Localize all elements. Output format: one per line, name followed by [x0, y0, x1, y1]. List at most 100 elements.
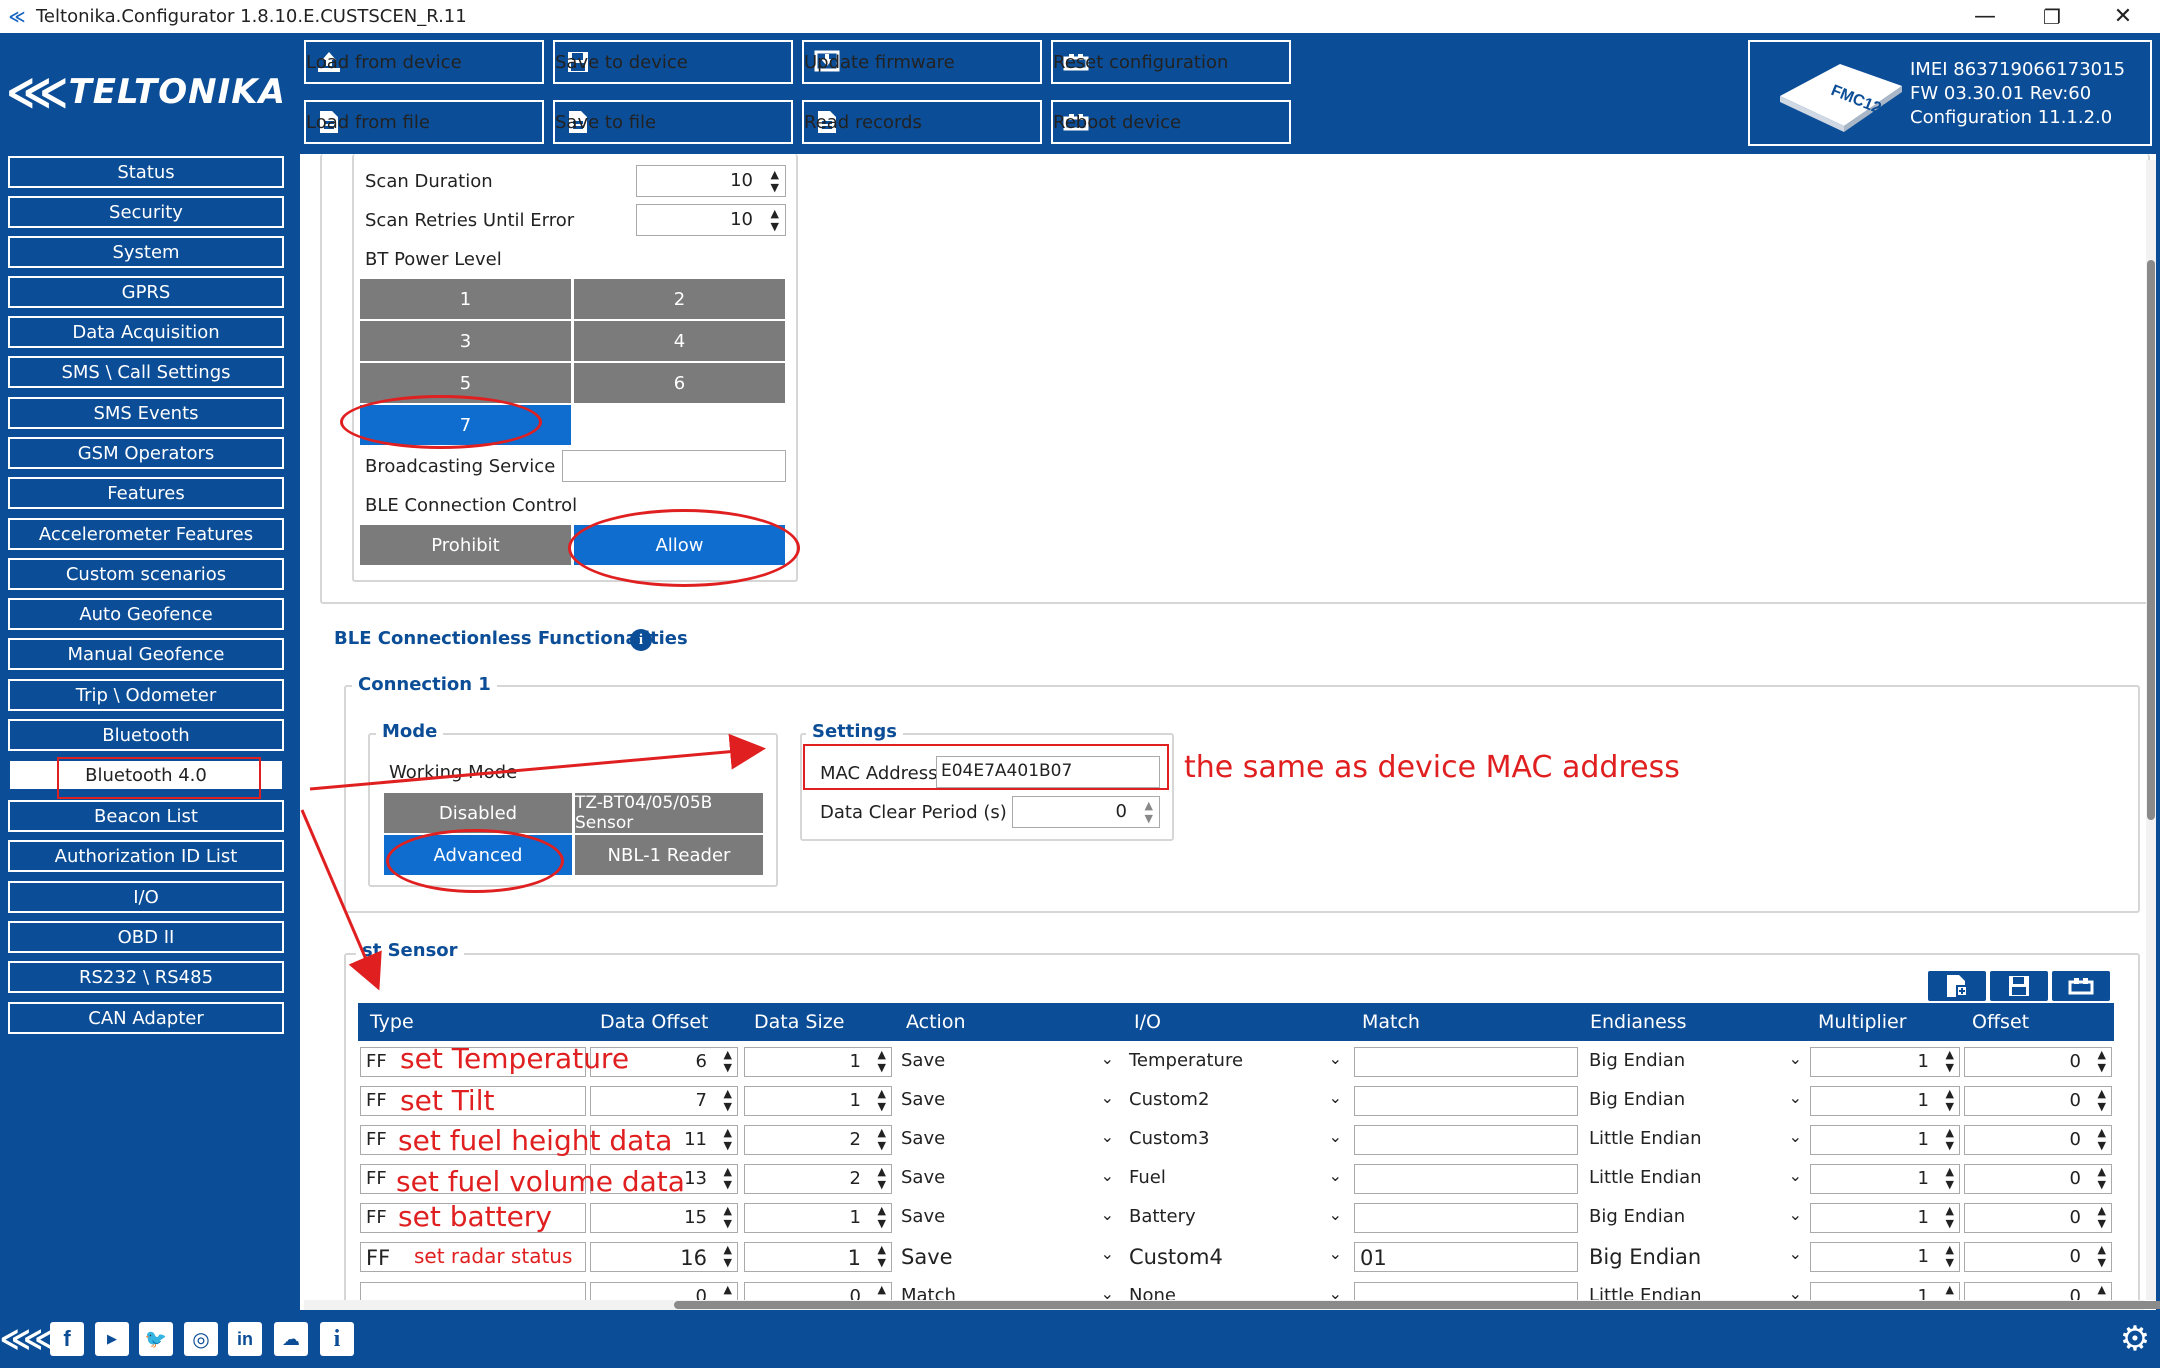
save-to-device-button[interactable]: Save to device	[553, 40, 793, 84]
sidebar-item-io[interactable]: I/O	[8, 881, 284, 913]
spinner-arrows-icon[interactable]: ▲ ▼	[723, 1087, 732, 1113]
sidebar-item-security[interactable]: Security	[8, 196, 284, 228]
spinner-arrows-icon[interactable]: ▲ ▼	[877, 1048, 886, 1074]
cell-data-size[interactable]: 0 ▲	[744, 1282, 892, 1302]
power-level-4[interactable]: 4	[574, 321, 785, 361]
cell-match[interactable]	[1354, 1164, 1578, 1194]
power-level-6[interactable]: 6	[574, 363, 785, 403]
close-button[interactable]: ✕	[2113, 4, 2133, 29]
sidebar-item-features[interactable]: Features	[8, 477, 284, 509]
sidebar-item-gprs[interactable]: GPRS	[8, 276, 284, 308]
sidebar-item-can-adapter[interactable]: CAN Adapter	[8, 1002, 284, 1034]
cell-multiplier[interactable]: 1 ▲	[1810, 1282, 1960, 1302]
sidebar-item-authorization-id-list[interactable]: Authorization ID List	[8, 840, 284, 872]
cell-offset[interactable]: 0 ▲	[1964, 1282, 2112, 1302]
cell-io-select[interactable]: Custom4 ⌄	[1124, 1242, 1348, 1272]
cell-action-select[interactable]: Match ⌄	[896, 1282, 1120, 1302]
cell-endian-select[interactable]: Big Endian ⌄	[1584, 1047, 1808, 1077]
cell-io-select[interactable]: Battery ⌄	[1124, 1203, 1348, 1233]
update-firmware-button[interactable]: Update firmware	[802, 40, 1042, 84]
spinner-arrows-icon[interactable]: ▲ ▼	[1945, 1126, 1954, 1152]
broadcasting-service-id-input[interactable]	[562, 450, 786, 482]
cell-data-offset[interactable]: 15 ▲ ▼	[590, 1203, 738, 1233]
cell-endian-select[interactable]: Little Endian ⌄	[1584, 1282, 1808, 1302]
cell-endian-select[interactable]: Little Endian ⌄	[1584, 1164, 1808, 1194]
spinner-arrows-icon[interactable]: ▲ ▼	[723, 1126, 732, 1152]
prohibit-button[interactable]: Prohibit	[360, 525, 571, 565]
cell-multiplier[interactable]: 1 ▲ ▼	[1810, 1242, 1960, 1272]
spinner-arrows-icon[interactable]: ▲ ▼	[2097, 1087, 2106, 1113]
spinner-arrows-icon[interactable]: ▲ ▼	[723, 1204, 732, 1230]
cell-match[interactable]	[1354, 1125, 1578, 1155]
cell-offset[interactable]: 0 ▲ ▼	[1964, 1203, 2112, 1233]
spinner-arrows-icon[interactable]: ▲ ▼	[723, 1048, 732, 1074]
spinner-arrows-icon[interactable]: ▲ ▼	[1945, 1204, 1954, 1230]
scan-retries-input[interactable]: 10 ▲ ▼	[636, 204, 786, 236]
reboot-device-button[interactable]: Reboot device	[1051, 100, 1291, 144]
spinner-arrows-icon[interactable]: ▲ ▼	[877, 1087, 886, 1113]
add-row-button[interactable]	[1928, 971, 1986, 1001]
cell-type[interactable]: FF	[360, 1086, 586, 1116]
cell-offset[interactable]: 0 ▲ ▼	[1964, 1086, 2112, 1116]
cell-type[interactable]: FF	[360, 1164, 586, 1194]
cell-endian-select[interactable]: Big Endian ⌄	[1584, 1086, 1808, 1116]
cell-match[interactable]	[1354, 1203, 1578, 1233]
spinner-arrows-icon[interactable]: ▲ ▼	[1144, 799, 1153, 825]
spinner-arrows-icon[interactable]: ▲ ▼	[2097, 1126, 2106, 1152]
cell-endian-select[interactable]: Big Endian ⌄	[1584, 1203, 1808, 1233]
cell-match[interactable]	[1354, 1282, 1578, 1302]
cell-io-select[interactable]: Temperature ⌄	[1124, 1047, 1348, 1077]
linkedin-icon[interactable]: in	[228, 1322, 262, 1356]
spinner-arrows-icon[interactable]: ▲ ▼	[2097, 1243, 2106, 1269]
facebook-icon[interactable]: f	[50, 1322, 84, 1356]
cell-offset[interactable]: 0 ▲ ▼	[1964, 1242, 2112, 1272]
sidebar-item-obd-ii[interactable]: OBD II	[8, 921, 284, 953]
cell-type[interactable]: FF	[360, 1125, 586, 1155]
cell-offset[interactable]: 0 ▲ ▼	[1964, 1125, 2112, 1155]
load-from-device-button[interactable]: Load from device	[304, 40, 544, 84]
sidebar-item-auto-geofence[interactable]: Auto Geofence	[8, 598, 284, 630]
cell-action-select[interactable]: Save ⌄	[896, 1203, 1120, 1233]
sidebar-item-beacon-list[interactable]: Beacon List	[8, 800, 284, 832]
sidebar-item-rs232-rs485[interactable]: RS232 \ RS485	[8, 961, 284, 993]
cell-data-size[interactable]: 1 ▲ ▼	[744, 1047, 892, 1077]
cell-multiplier[interactable]: 1 ▲ ▼	[1810, 1164, 1960, 1194]
spinner-arrows-icon[interactable]: ▲ ▼	[1945, 1243, 1954, 1269]
cell-io-select[interactable]: None ⌄	[1124, 1282, 1348, 1302]
read-records-button[interactable]: Read records	[802, 100, 1042, 144]
spinner-arrows-icon[interactable]: ▲ ▼	[877, 1165, 886, 1191]
cell-multiplier[interactable]: 1 ▲ ▼	[1810, 1086, 1960, 1116]
youtube-icon[interactable]: ▶	[95, 1322, 129, 1356]
spinner-arrows-icon[interactable]: ▲ ▼	[1945, 1165, 1954, 1191]
horizontal-scrollbar[interactable]	[304, 1300, 2160, 1310]
sidebar-item-bluetooth-4-0[interactable]: Bluetooth 4.0	[8, 759, 284, 791]
spinner-arrows-icon[interactable]: ▲	[723, 1283, 732, 1296]
data-clear-period-input[interactable]: 0 ▲ ▼	[1012, 796, 1160, 828]
cell-match[interactable]	[1354, 1086, 1578, 1116]
spinner-arrows-icon[interactable]: ▲	[877, 1283, 886, 1296]
cell-data-offset[interactable]: 6 ▲ ▼	[590, 1047, 738, 1077]
power-level-3[interactable]: 3	[360, 321, 571, 361]
spinner-arrows-icon[interactable]: ▲	[2097, 1283, 2106, 1296]
mode-disabled[interactable]: Disabled	[384, 793, 572, 833]
cell-type[interactable]: FF	[360, 1242, 586, 1272]
sidebar-item-manual-geofence[interactable]: Manual Geofence	[8, 638, 284, 670]
sidebar-item-data-acquisition[interactable]: Data Acquisition	[8, 316, 284, 348]
minimize-button[interactable]: —	[1974, 4, 1996, 29]
info-icon[interactable]: i	[320, 1322, 354, 1356]
horizontal-scrollbar-thumb[interactable]	[674, 1301, 2160, 1309]
cell-data-offset[interactable]: 13 ▲ ▼	[590, 1164, 738, 1194]
cell-data-size[interactable]: 2 ▲ ▼	[744, 1125, 892, 1155]
spinner-arrows-icon[interactable]: ▲ ▼	[1945, 1087, 1954, 1113]
vertical-scrollbar-thumb[interactable]	[2147, 260, 2155, 820]
scan-duration-input[interactable]: 10 ▲ ▼	[636, 165, 786, 197]
instagram-icon[interactable]: ◎	[184, 1322, 218, 1356]
cell-action-select[interactable]: Save ⌄	[896, 1164, 1120, 1194]
spinner-arrows-icon[interactable]: ▲ ▼	[877, 1204, 886, 1230]
cell-offset[interactable]: 0 ▲ ▼	[1964, 1047, 2112, 1077]
maximize-button[interactable]: ❐	[2043, 4, 2061, 29]
power-level-2[interactable]: 2	[574, 279, 785, 319]
reset-rows-button[interactable]	[2052, 971, 2110, 1001]
cell-data-offset[interactable]: 16 ▲ ▼	[590, 1242, 738, 1272]
save-rows-button[interactable]	[1990, 971, 2048, 1001]
